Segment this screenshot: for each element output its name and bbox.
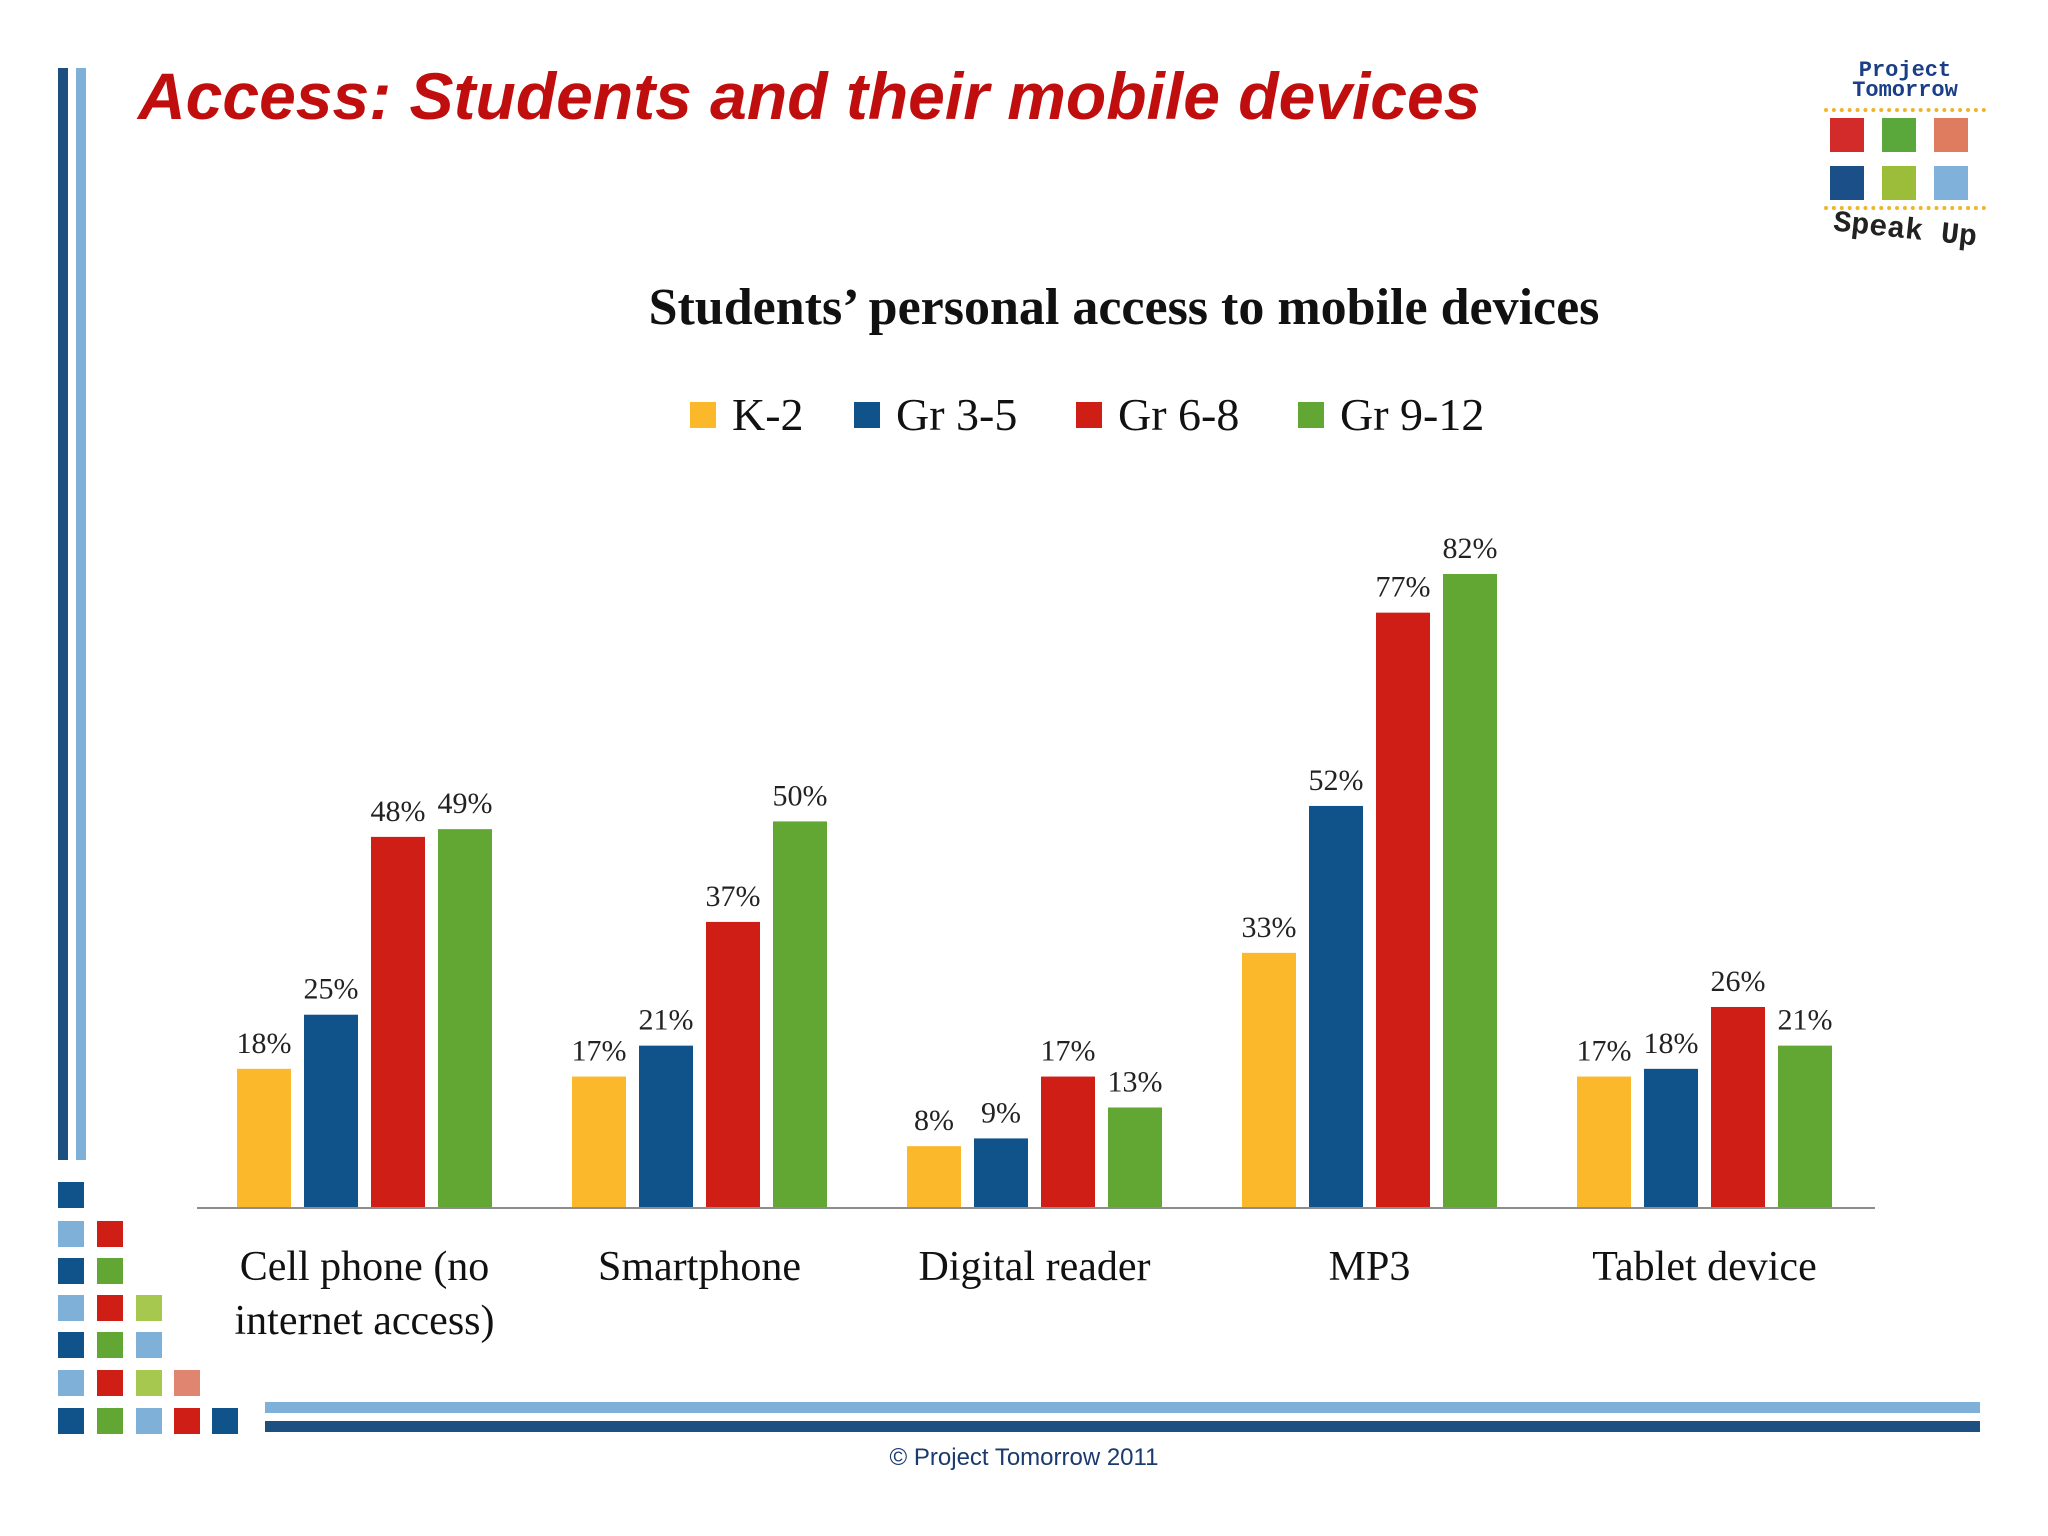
left-accent-bar-dark <box>58 68 68 1160</box>
decorative-square <box>136 1332 162 1358</box>
decorative-square <box>58 1295 84 1321</box>
data-label: 37% <box>706 880 761 913</box>
category-label: Smartphone <box>598 1244 801 1290</box>
data-label: 21% <box>1778 1004 1833 1037</box>
data-label: 9% <box>981 1096 1021 1129</box>
bar-k-2-1 <box>572 1076 626 1208</box>
decorative-square <box>58 1258 84 1284</box>
category-label: internet access) <box>234 1298 494 1344</box>
slide-title: Access: Students and their mobile device… <box>138 59 1481 133</box>
data-label: 17% <box>572 1035 627 1068</box>
footer-copyright: © Project Tomorrow 2011 <box>889 1444 1159 1471</box>
logo-square <box>1882 166 1916 200</box>
chart-category-labels: Cell phone (no internet access) Smartphone… <box>234 1244 1816 1344</box>
data-label: 26% <box>1711 965 1766 998</box>
legend-swatch <box>1076 402 1102 428</box>
bar-gr-6-8-3 <box>1376 612 1430 1208</box>
data-label: 33% <box>1242 911 1297 944</box>
decorative-square <box>136 1408 162 1434</box>
decorative-square <box>174 1370 200 1396</box>
decorative-square <box>136 1370 162 1396</box>
data-label: 8% <box>914 1104 954 1137</box>
legend-swatch <box>854 402 880 428</box>
bar-gr-6-8-2 <box>1041 1076 1095 1208</box>
logo-dots-top <box>1824 108 1986 112</box>
decorative-square <box>212 1408 238 1434</box>
decorative-square <box>97 1370 123 1396</box>
category-label: Tablet device <box>1592 1244 1816 1290</box>
logo-square <box>1934 118 1968 152</box>
legend-label: Gr 6-8 <box>1118 389 1239 440</box>
chart-title: Students’ personal access to mobile devi… <box>649 279 1600 336</box>
data-label: 48% <box>371 795 426 828</box>
logo-dots-bottom <box>1824 206 1986 210</box>
data-label: 17% <box>1577 1035 1632 1068</box>
legend-swatch <box>1298 402 1324 428</box>
decorative-square <box>136 1295 162 1321</box>
decorative-square <box>97 1332 123 1358</box>
category-label: MP3 <box>1329 1244 1411 1290</box>
bar-gr-9-12-4 <box>1778 1045 1832 1208</box>
chart-legend: K-2 Gr 3-5 Gr 6-8 Gr 9-12 <box>690 389 1484 440</box>
decorative-square <box>58 1370 84 1396</box>
bar-k-2-4 <box>1577 1076 1631 1208</box>
bar-gr-3-5-4 <box>1644 1068 1698 1208</box>
logo-line1: Project <box>1858 58 1952 83</box>
bar-gr-9-12-3 <box>1443 574 1497 1208</box>
bar-gr-6-8-4 <box>1711 1006 1765 1208</box>
bar-gr-9-12-2 <box>1108 1107 1162 1208</box>
decorative-square <box>174 1408 200 1434</box>
data-label: 18% <box>237 1027 292 1060</box>
decorative-square <box>58 1221 84 1247</box>
data-label: 13% <box>1108 1065 1163 1098</box>
bar-gr-3-5-0 <box>304 1014 358 1208</box>
legend-swatch <box>690 402 716 428</box>
data-label: 18% <box>1644 1027 1699 1060</box>
bar-k-2-3 <box>1242 952 1296 1208</box>
bar-k-2-0 <box>237 1068 291 1208</box>
data-label: 77% <box>1376 571 1431 604</box>
left-accent-bar-light <box>76 68 86 1160</box>
decorative-square <box>58 1332 84 1358</box>
logo-line2: Tomorrow <box>1852 78 1958 103</box>
logo-square <box>1830 166 1864 200</box>
data-label: 21% <box>639 1004 694 1037</box>
data-label: 49% <box>438 787 493 820</box>
chart-data-labels: 18% 17% 8% 33% 17% 25% 21% 9% 52% 18% 48% 37% 17% 77%… <box>237 532 1833 1137</box>
logo-square <box>1934 166 1968 200</box>
logo-square <box>1882 118 1916 152</box>
decorative-square <box>97 1408 123 1434</box>
legend-label: Gr 9-12 <box>1340 389 1484 440</box>
bar-gr-3-5-3 <box>1309 805 1363 1208</box>
category-label: Cell phone (no <box>240 1244 490 1290</box>
bar-gr-3-5-2 <box>974 1138 1028 1208</box>
bottom-accent-bar-dark <box>265 1421 1980 1432</box>
legend-label: Gr 3-5 <box>896 389 1017 440</box>
bar-gr-6-8-1 <box>706 921 760 1208</box>
decorative-square <box>97 1295 123 1321</box>
data-label: 25% <box>304 973 359 1006</box>
decorative-square <box>97 1258 123 1284</box>
bottom-accent-bar-light <box>265 1402 1980 1413</box>
data-label: 50% <box>773 779 828 812</box>
chart-bars <box>237 574 1832 1208</box>
data-label: 17% <box>1041 1035 1096 1068</box>
legend-label: K-2 <box>732 389 804 440</box>
decorative-square <box>58 1408 84 1434</box>
decorative-square <box>58 1182 84 1208</box>
data-label: 82% <box>1443 532 1498 565</box>
data-label: 52% <box>1309 764 1364 797</box>
bar-gr-6-8-0 <box>371 836 425 1208</box>
category-label: Digital reader <box>918 1244 1150 1290</box>
bar-gr-9-12-0 <box>438 829 492 1208</box>
project-tomorrow-logo: Project Tomorrow Speak Up <box>1810 56 2000 266</box>
bar-k-2-2 <box>907 1146 961 1208</box>
logo-square <box>1830 118 1864 152</box>
decorative-square <box>97 1221 123 1247</box>
bar-gr-3-5-1 <box>639 1045 693 1208</box>
bar-gr-9-12-1 <box>773 821 827 1208</box>
